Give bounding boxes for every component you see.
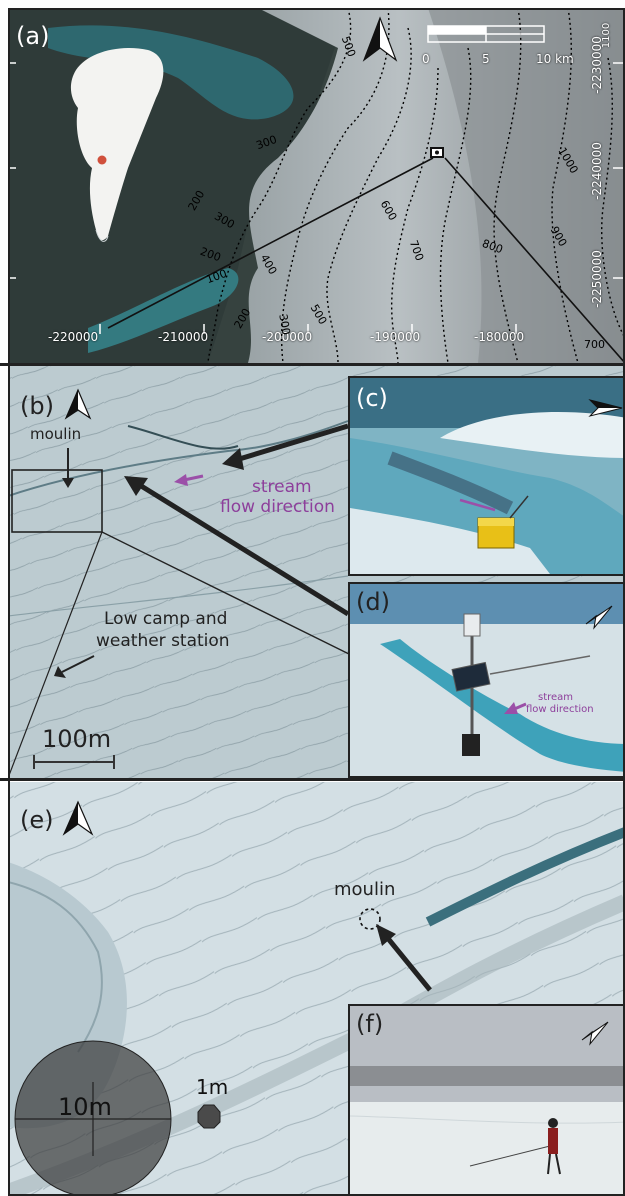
figure-frame — [8, 8, 625, 1196]
